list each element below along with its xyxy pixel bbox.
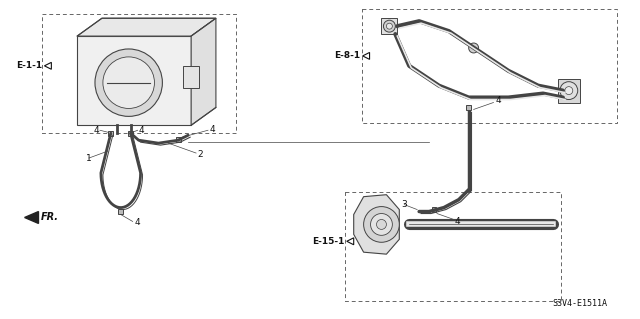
- Circle shape: [95, 49, 163, 116]
- Circle shape: [565, 87, 573, 94]
- Bar: [558, 79, 580, 102]
- Text: 1: 1: [86, 153, 92, 162]
- Polygon shape: [363, 52, 369, 59]
- Text: 4: 4: [93, 126, 99, 135]
- Text: 4: 4: [135, 218, 140, 227]
- Circle shape: [103, 57, 154, 108]
- Text: FR.: FR.: [40, 212, 58, 222]
- Text: 2: 2: [197, 150, 203, 159]
- Bar: [466, 105, 471, 110]
- Polygon shape: [44, 62, 51, 69]
- Bar: [183, 66, 199, 88]
- Circle shape: [383, 20, 396, 32]
- Bar: [431, 207, 436, 212]
- Text: 3: 3: [401, 200, 407, 209]
- Bar: [345, 192, 561, 301]
- Bar: [381, 18, 397, 34]
- Polygon shape: [347, 238, 354, 245]
- Bar: [108, 131, 113, 136]
- Polygon shape: [354, 195, 399, 254]
- FancyBboxPatch shape: [77, 36, 191, 125]
- Polygon shape: [24, 211, 38, 223]
- Text: E-15-1: E-15-1: [312, 237, 345, 246]
- Circle shape: [387, 23, 392, 29]
- Polygon shape: [77, 18, 216, 36]
- Text: 4: 4: [455, 217, 461, 226]
- Circle shape: [468, 43, 479, 53]
- Bar: [42, 14, 236, 133]
- Circle shape: [560, 82, 578, 100]
- Text: S3V4-E1511A: S3V4-E1511A: [552, 299, 607, 308]
- Bar: [118, 209, 124, 214]
- Circle shape: [371, 213, 392, 235]
- Text: E-1-1: E-1-1: [16, 61, 42, 70]
- Text: 4: 4: [139, 126, 144, 135]
- Bar: [128, 131, 133, 136]
- Circle shape: [364, 207, 399, 242]
- Text: 4: 4: [209, 125, 215, 134]
- Circle shape: [376, 219, 387, 229]
- Bar: [176, 137, 180, 142]
- Polygon shape: [191, 18, 216, 125]
- Text: 4: 4: [495, 96, 501, 105]
- Text: E-8-1: E-8-1: [335, 51, 361, 60]
- Bar: [362, 9, 618, 123]
